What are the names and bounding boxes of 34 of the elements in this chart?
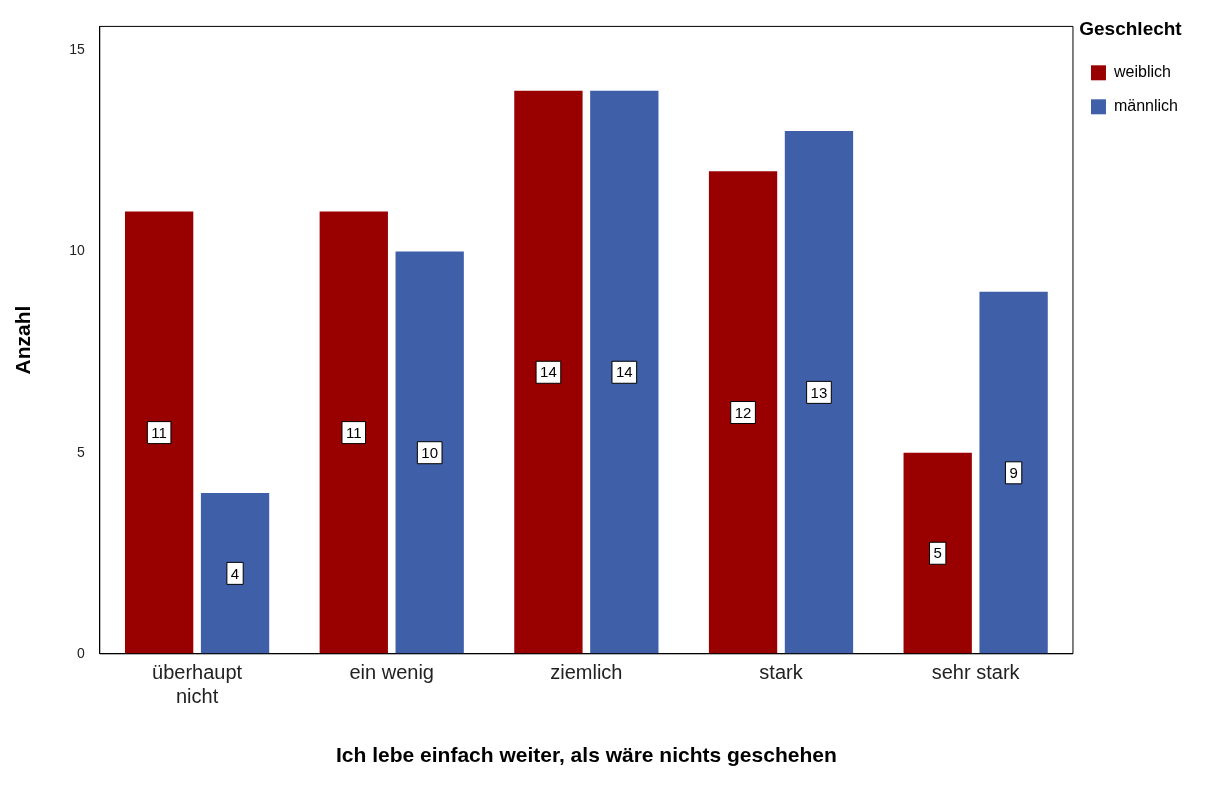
bar	[784, 130, 854, 654]
legend-label: weiblich	[1112, 63, 1171, 81]
legend-title: Geschlecht	[1079, 17, 1183, 39]
x-axis-title: Ich lebe einfach weiter, als wäre nichts geschehen	[336, 743, 837, 767]
data-label: 11	[151, 423, 167, 441]
x-tick-label: stark	[759, 661, 804, 684]
data-label: 11	[345, 423, 362, 441]
x-tick-label: ziemlich	[550, 661, 623, 684]
bar	[979, 291, 1048, 654]
bar	[124, 211, 194, 654]
y-tick-label: 10	[69, 242, 85, 259]
data-label: 4	[230, 564, 240, 582]
y-tick-label: 15	[69, 41, 85, 58]
x-tick-label: sehr stark	[931, 661, 1021, 684]
bar	[319, 211, 388, 654]
data-label: 13	[810, 383, 828, 401]
data-label: 14	[615, 363, 633, 381]
bar	[590, 90, 659, 654]
bar	[708, 171, 778, 654]
x-tick-label: ein wenig	[349, 661, 434, 684]
y-tick-label: 0	[76, 644, 85, 661]
bar	[903, 452, 972, 654]
y-tick-label: 5	[76, 443, 85, 460]
data-label: 12	[734, 403, 752, 421]
y-axis-title: Anzahl	[11, 305, 35, 375]
bar	[514, 90, 583, 654]
legend-label: männlich	[1113, 97, 1178, 115]
data-label: 10	[421, 443, 439, 461]
data-label: 9	[1009, 463, 1018, 481]
data-label: 14	[540, 363, 557, 381]
bar	[200, 492, 270, 654]
x-tick-label: überhaupt nicht	[152, 661, 243, 708]
bar	[395, 251, 464, 654]
data-label: 5	[933, 544, 942, 562]
